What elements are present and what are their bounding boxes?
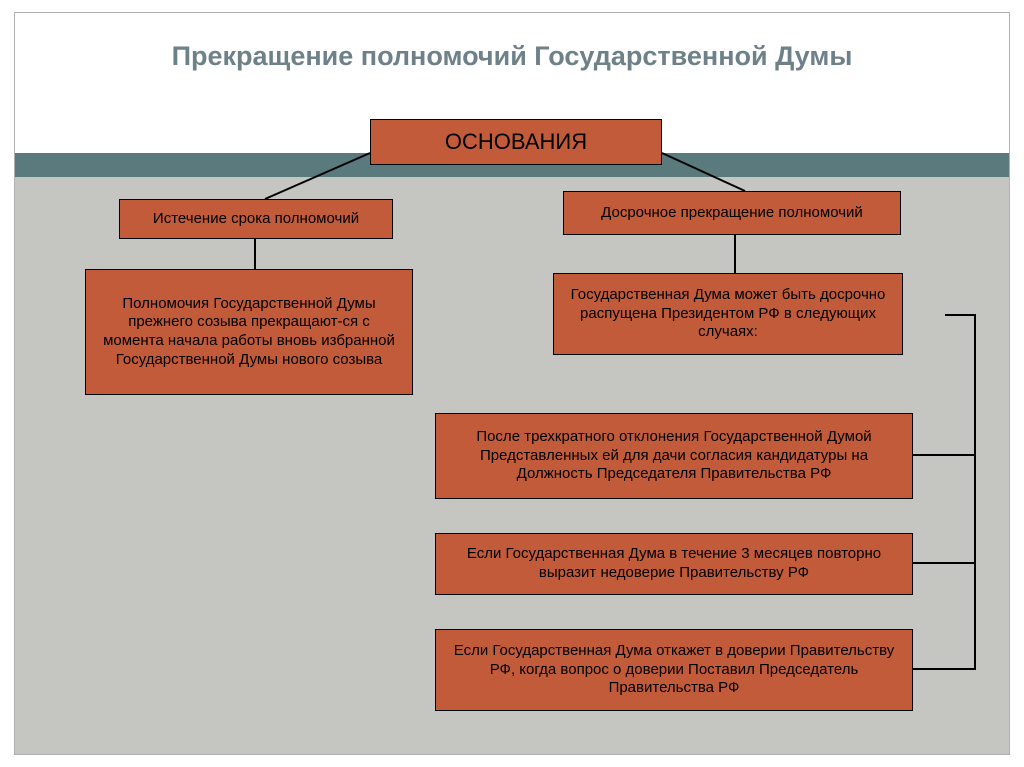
branch-left-1: Истечение срока полномочий bbox=[119, 199, 393, 239]
case-box-1: После трехкратного отклонения Государств… bbox=[435, 413, 913, 499]
case-box-2: Если Государственная Дума в течение 3 ме… bbox=[435, 533, 913, 595]
branch-right-1: Досрочное прекращение полномочий bbox=[563, 191, 901, 235]
slide-title: Прекращение полномочий Государственной Д… bbox=[15, 13, 1009, 72]
root-box: ОСНОВАНИЯ bbox=[370, 119, 662, 165]
branch-right-2: Государственная Дума может быть досрочно… bbox=[553, 273, 903, 355]
slide-frame: Прекращение полномочий Государственной Д… bbox=[14, 12, 1010, 755]
case-box-3: Если Государственная Дума откажет в дове… bbox=[435, 629, 913, 711]
branch-left-2: Полномочия Государственной Думы прежнего… bbox=[85, 269, 413, 395]
